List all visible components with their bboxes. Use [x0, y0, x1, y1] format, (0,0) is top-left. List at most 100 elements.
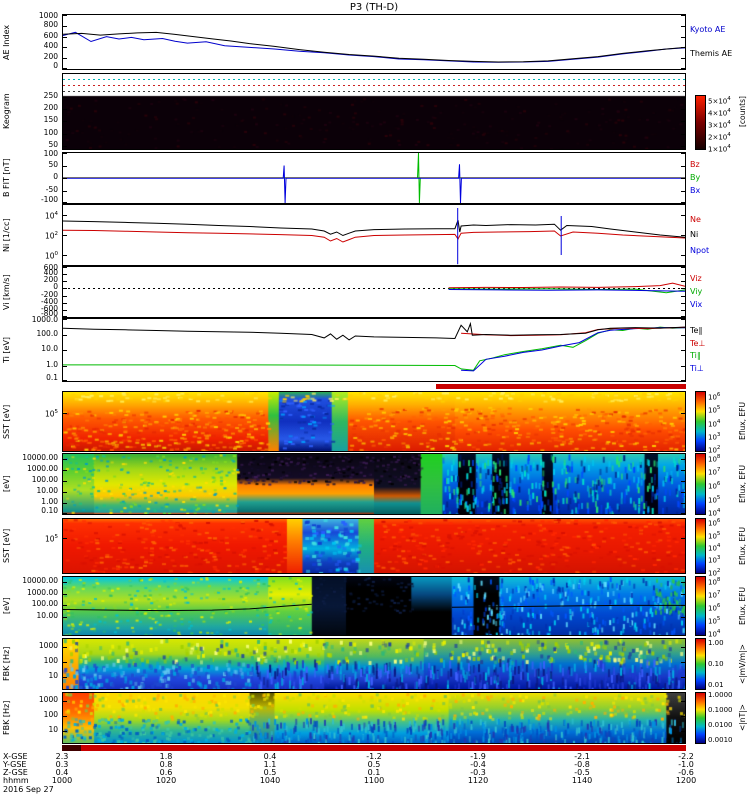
ytick-mark	[63, 215, 67, 217]
axis-value: 2.3	[55, 752, 69, 761]
ylabel-ti: Ti [eV]	[2, 336, 11, 364]
ytick-mark	[681, 319, 685, 320]
ytick-mark	[681, 661, 685, 663]
ytick-label: 1000	[38, 694, 58, 704]
axis-value: -1.2	[366, 752, 382, 761]
ytick-label: 100	[43, 709, 58, 719]
ytick-mark	[681, 47, 685, 49]
tick-text-exp: 5	[716, 494, 721, 501]
colorbar-caption-keogram: [counts]	[738, 96, 747, 127]
ytick-label: 100	[43, 127, 58, 137]
ytick-mark	[63, 350, 67, 351]
colorbar-tick-label: 3×104	[708, 119, 731, 129]
colorbar-caption-sst-elec: Eflux, EFU	[738, 527, 747, 565]
axis-row-z-gse: Z-GSE 0.4 0.6 0.5 0.1 -0.3 -0.5 -0.6	[0, 769, 750, 777]
ytick-mark	[63, 235, 67, 236]
tick-text-exp: 6	[716, 391, 721, 398]
ytick-mark	[681, 316, 685, 317]
colorbar-tick-label: 105	[708, 530, 720, 540]
colorbar-tick-label: 102	[708, 444, 720, 454]
tick-text-base: 10	[44, 231, 55, 241]
tick-text-base: 10	[44, 211, 55, 221]
tick-text-base: 10	[44, 409, 55, 419]
axis-row-hhmm: hhmm 1000 1020 1040 1100 1120 1140 1200	[0, 777, 750, 785]
ytick-label: 50	[48, 140, 58, 149]
tick-text-exp: 4	[727, 119, 731, 126]
ytick-label: 10000.00	[22, 576, 58, 586]
ytick-mark	[681, 58, 685, 60]
axis-row-y-gse: Y-GSE 0.3 0.8 1.1 0.5 -0.4 -0.8 -1.0	[0, 761, 750, 769]
ytick-mark	[681, 190, 685, 192]
ytick-mark	[681, 512, 685, 514]
ytick-mark	[681, 582, 685, 584]
tick-text-base: 10	[708, 568, 717, 577]
ylabel-sst-elec: SST [eV]	[2, 528, 11, 564]
ylabel-esa-elec: [eV]	[2, 597, 11, 615]
ytick-mark	[63, 190, 67, 192]
trace-label-Ne: Ne	[690, 214, 701, 224]
axis-row-label: X-GSE	[3, 752, 28, 761]
ytick-mark	[681, 350, 685, 351]
colorbar-keogram	[695, 95, 706, 150]
ytick-mark	[63, 36, 67, 38]
ytick-mark	[681, 202, 685, 203]
ytick-mark	[681, 730, 685, 732]
ytick-mark	[681, 68, 685, 69]
ytick-mark	[681, 36, 685, 38]
panel-esa-elec: [eV] 10000.00 1000.00 100.00 10.00 108 107 106 1…	[0, 576, 750, 639]
ytick-label: 50	[48, 159, 58, 169]
colorbar-tick-label: 1×104	[708, 143, 731, 153]
tick-text-base: 10	[708, 406, 717, 415]
ytick-label: 0	[53, 61, 58, 70]
plotbox-sst-elec	[62, 518, 686, 574]
trace-label-Viz: Viz	[690, 274, 702, 283]
tick-text-base: 10	[708, 468, 717, 477]
ytick-label: 0	[53, 172, 58, 181]
tick-text-exp: 2	[716, 445, 721, 452]
tick-text-base: 2×10	[708, 133, 728, 142]
ytick-mark	[63, 412, 67, 414]
ytick-mark	[63, 715, 67, 717]
ytick-mark	[681, 108, 685, 110]
axis-value: -0.5	[574, 768, 590, 777]
colorbar-tick-label: 102	[708, 567, 720, 577]
trace-themis-ae	[63, 31, 685, 63]
ytick-mark	[681, 470, 685, 472]
colorbar-tick-label: 103	[708, 554, 720, 564]
ytick-label: 0.10	[41, 506, 58, 515]
ytick-mark	[681, 121, 685, 123]
ytick-label: 100	[43, 149, 58, 158]
ytick-mark	[681, 235, 685, 236]
ytick-mark	[63, 646, 67, 648]
tick-text-exp: 4	[727, 95, 731, 102]
colorbar-esa-elec	[695, 576, 706, 636]
axis-value: 0.3	[55, 760, 69, 769]
ytick-mark	[63, 165, 67, 167]
plot-title: P3 (TH-D)	[349, 2, 399, 13]
ytick-label: 250	[43, 90, 58, 100]
ytick-mark	[63, 481, 67, 482]
tick-text-base: 10	[708, 482, 717, 491]
axis-value: -0.6	[678, 768, 694, 777]
colorbar-tick-label: 107	[708, 466, 720, 476]
plotbox-keogram	[62, 73, 686, 150]
tick-text-base: 10	[708, 617, 717, 626]
tick-text-exp: 4	[716, 418, 721, 425]
panel-vi: Vi [km/s] 600 400 200 0 -200 -400 -600 -800 Viz Vi…	[0, 264, 750, 318]
ytick-mark	[63, 68, 67, 69]
axis-value: 1.8	[159, 752, 173, 761]
spectrogram-sst-ion	[63, 392, 685, 451]
ytick-label: 400	[43, 41, 58, 51]
tick-text-exp: 6	[716, 481, 721, 487]
ytick-mark	[63, 470, 67, 472]
colorbar-caption-esa-elec: Eflux, EFU	[738, 587, 747, 625]
mode-bar-segment	[80, 745, 686, 751]
axis-value: -2.2	[678, 752, 694, 761]
tick-text-base: 3×10	[708, 120, 728, 129]
ytick-mark	[681, 412, 685, 414]
tick-text-base: 5×10	[708, 96, 728, 105]
axis-row-label: Y-GSE	[3, 760, 27, 769]
colorbar-tick-label: 105	[708, 494, 720, 504]
ytick-label: -50	[45, 184, 58, 194]
